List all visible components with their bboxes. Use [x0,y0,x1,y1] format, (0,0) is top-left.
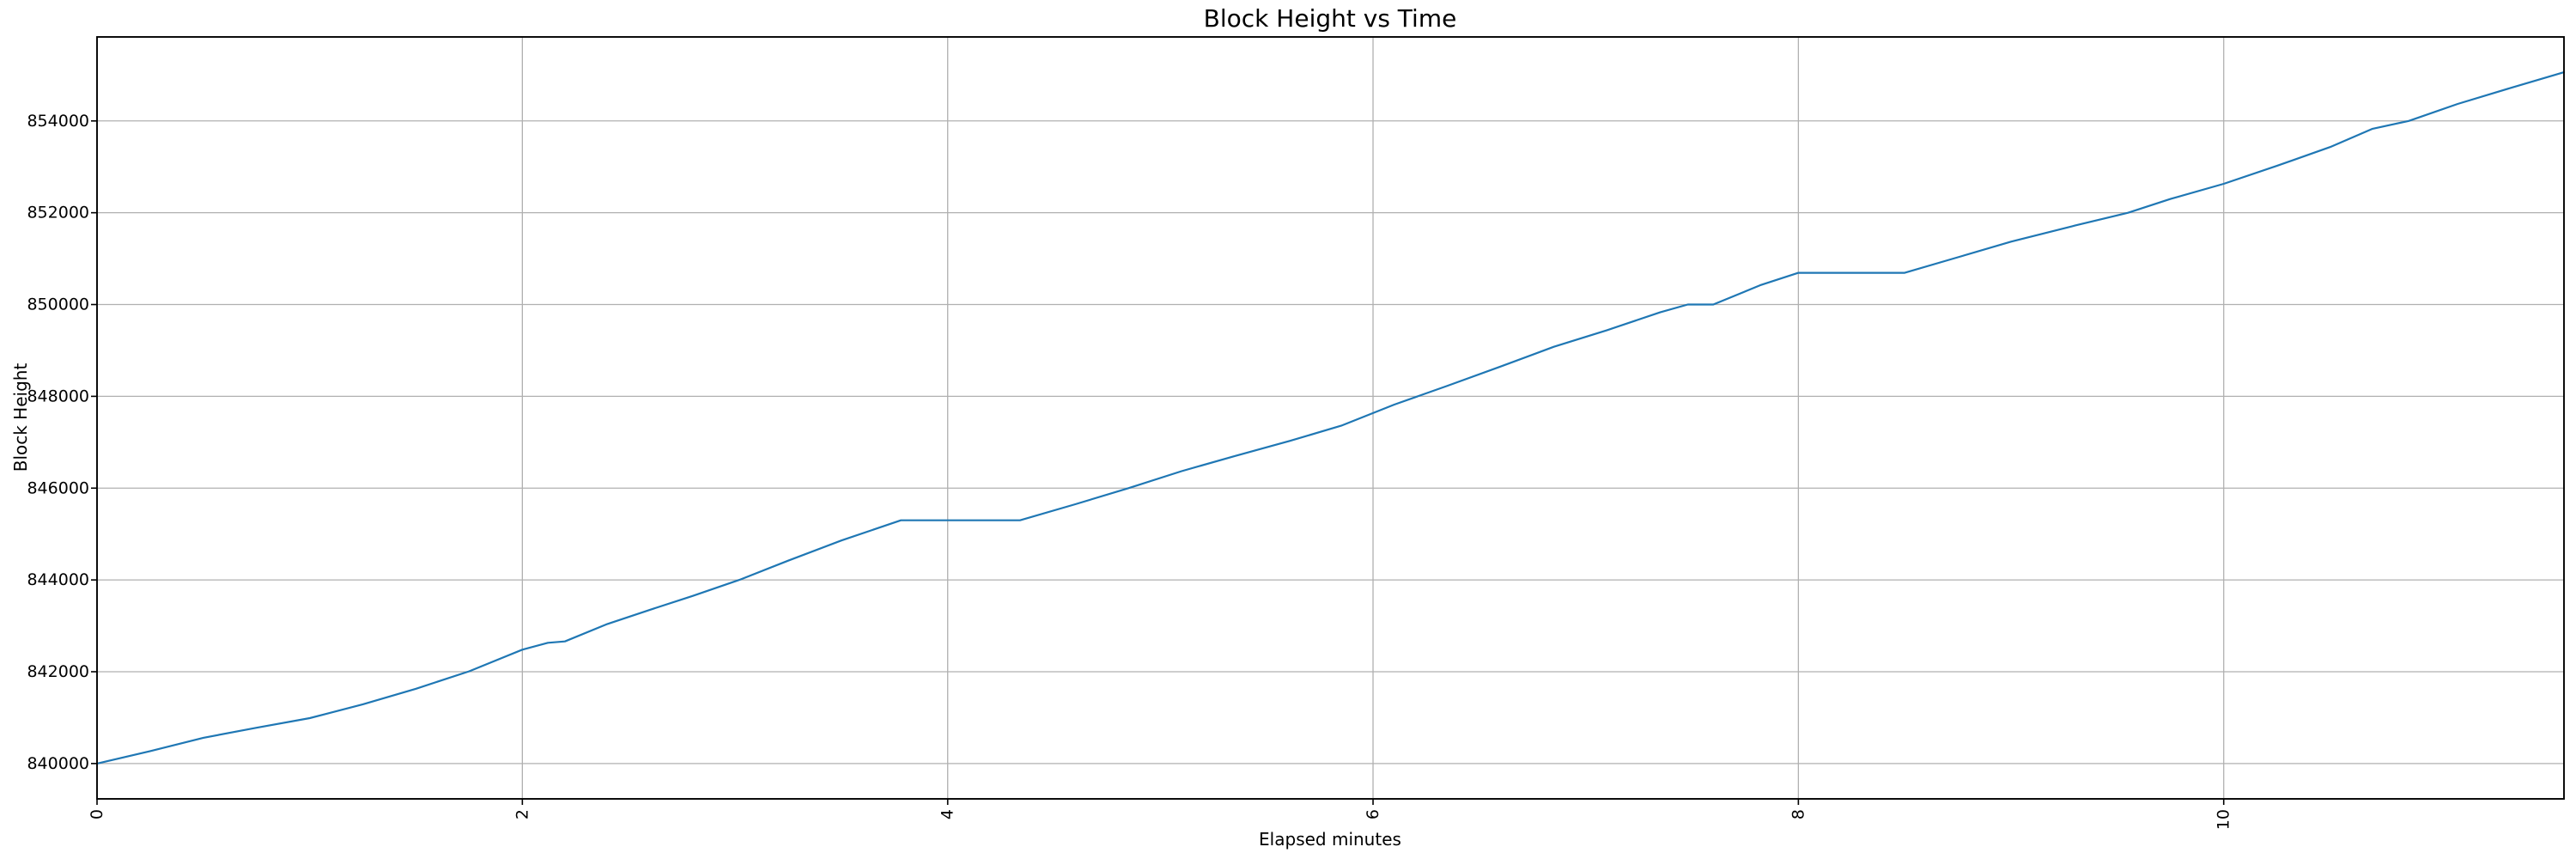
x-tick-label: 2 [513,809,532,819]
y-tick-label: 844000 [27,570,89,589]
x-tick-label: 0 [88,809,106,819]
y-tick-label: 854000 [27,112,89,131]
block-height-line [95,70,2566,765]
y-tick-label: 846000 [27,478,89,497]
y-tick-label: 842000 [27,662,89,681]
x-tick-label: 8 [1789,809,1807,819]
x-tick-label: 10 [2215,809,2233,830]
axis-ticks: 0 2 4 6 8 10 840000 842000 844000 846000 848000 850… [27,112,2233,830]
x-tick-label: 4 [939,809,957,819]
plot-frame [96,36,2565,800]
chart-title: Block Height vs Time [1204,4,1457,33]
y-tick-label: 848000 [27,387,89,405]
y-tick-label: 850000 [27,295,89,314]
y-tick-label: 852000 [27,204,89,222]
y-tick-label: 840000 [27,754,89,773]
x-tick-label: 6 [1364,809,1382,819]
x-axis-label: Elapsed minutes [1259,829,1401,850]
gridlines [96,37,2564,799]
y-axis-label: Block Height [10,363,31,472]
